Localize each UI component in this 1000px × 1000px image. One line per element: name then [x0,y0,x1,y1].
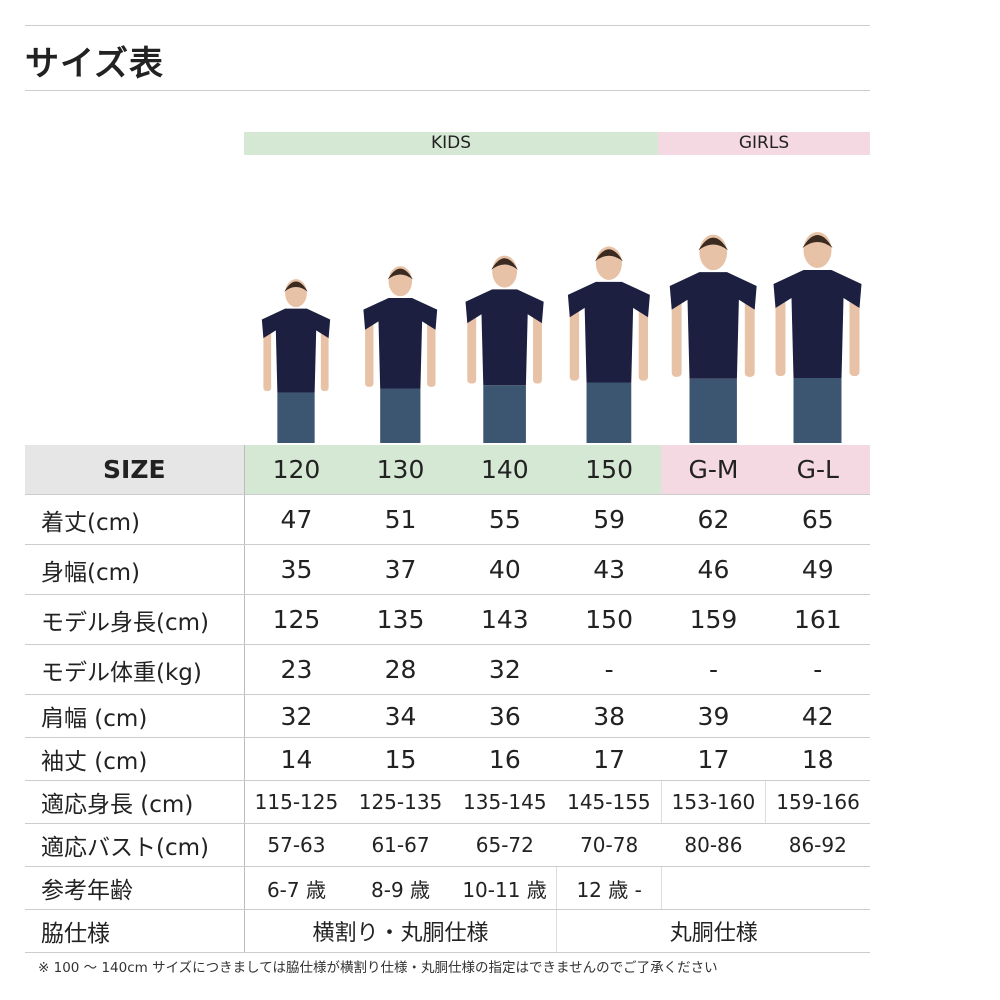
size-cell: G-L [765,445,870,495]
cell: 32 [244,694,349,738]
table-row: モデル体重(kg) 23 28 32- - - [25,644,870,695]
cell: 17 [661,737,766,781]
model-figure [669,234,757,443]
table-row: 肩幅 (cm) 32 34 36 38 39 42 [25,694,870,738]
table-row: モデル身長(cm) 125 135 143 150 159 161 [25,594,870,645]
row-label: 着丈(cm) [25,494,245,545]
cell: 57-63 [244,823,349,867]
cell: - [765,644,870,695]
cell: 86-92 [765,823,870,867]
row-label: 袖丈 (cm) [25,737,245,781]
model-figure [567,246,650,443]
row-label: 適応身長 (cm) [25,780,245,824]
cell: 65-72 [452,823,557,867]
table-row: 着丈(cm) 47 51 55 59 62 65 [25,494,870,545]
cell: 159 [661,594,766,645]
cell: 49 [765,544,870,595]
row-label: 参考年齢 [25,866,245,910]
cell: 10-11 歳 [452,866,557,910]
table-row: 適応身長 (cm) 115-125 125-135 135-145 145-155 153… [25,780,870,824]
row-label: 適応バスト(cm) [25,823,245,867]
page-title: サイズ表 [25,44,164,84]
cell: 39 [661,694,766,738]
cell: 32 [452,644,557,695]
cell: 51 [348,494,453,545]
cell: 16 [452,737,557,781]
cell: 59 [556,494,662,545]
cell: 135 [348,594,453,645]
model-figure [773,232,862,443]
kids-header: KIDS [244,132,658,155]
empty-cell [660,866,870,910]
cell: 28 [348,644,453,695]
cell: 36 [452,694,557,738]
divider-top [25,25,870,26]
divider-title [25,90,870,91]
cell: 43 [556,544,662,595]
table-row: 脇仕様 横割り・丸胴仕様 丸胴仕様 [25,909,870,953]
cell: 125 [244,594,349,645]
table-row: 袖丈 (cm) 14 15 16 17 17 18 [25,737,870,781]
size-cell: G-M [661,445,766,495]
cell: - [556,644,662,695]
cell: 70-78 [556,823,662,867]
size-cell: 140 [452,445,557,495]
cell: 135-145 [452,780,557,824]
size-cell: 150 [556,445,662,495]
cell: 34 [348,694,453,738]
cell: 6-7 歳 [244,866,349,910]
row-label: モデル体重(kg) [25,644,245,695]
cell: 14 [244,737,349,781]
size-table: SIZE 120 130 140 150 G-M G-L 着丈(cm) 47 51 5… [25,445,870,953]
cell: 8-9 歳 [348,866,453,910]
table-row: 適応バスト(cm) 57-63 61-67 65-72 70-78 80-86 86-92 [25,823,870,867]
size-cell: 130 [348,445,453,495]
table-row: 参考年齢 6-7 歳 8-9 歳 10-11 歳 12 歳 - [25,866,870,910]
size-label: SIZE [25,445,245,495]
cell: 115-125 [244,780,349,824]
cell: 150 [556,594,662,645]
cell: 17 [556,737,662,781]
cell: 23 [244,644,349,695]
cell: 12 歳 - [556,866,662,910]
cell: 46 [661,544,766,595]
footnote: ※ 100 〜 140cm サイズにつきましては脇仕様が横割り仕様・丸胴仕様の指… [38,960,718,976]
size-row: SIZE 120 130 140 150 G-M G-L [25,445,870,495]
row-label: モデル身長(cm) [25,594,245,645]
cell: 横割り・丸胴仕様 [244,909,557,953]
cell: 125-135 [348,780,453,824]
table-row: 身幅(cm) 35 37 40 43 46 49 [25,544,870,595]
cell: 159-166 [765,780,870,824]
cell: 61-67 [348,823,453,867]
model-photos [261,232,862,443]
cell: 80-86 [661,823,766,867]
model-figure [363,266,438,443]
size-cell: 120 [244,445,349,495]
cell: 62 [661,494,766,545]
cell: 丸胴仕様 [556,909,870,953]
cell: 153-160 [660,780,766,824]
cell: 42 [765,694,870,738]
row-label: 身幅(cm) [25,544,245,595]
cell: - [661,644,766,695]
cell: 37 [348,544,453,595]
cell: 143 [452,594,557,645]
cell: 145-155 [556,780,662,824]
cell: 65 [765,494,870,545]
model-figure [465,255,544,443]
cell: 55 [452,494,557,545]
row-label: 肩幅 (cm) [25,694,245,738]
cell: 38 [556,694,662,738]
row-label: 脇仕様 [25,909,245,953]
cell: 161 [765,594,870,645]
cell: 35 [244,544,349,595]
cell: 40 [452,544,557,595]
model-figure [261,279,331,443]
cell: 47 [244,494,349,545]
cell: 15 [348,737,453,781]
girls-header: GIRLS [658,132,870,155]
cell: 18 [765,737,870,781]
